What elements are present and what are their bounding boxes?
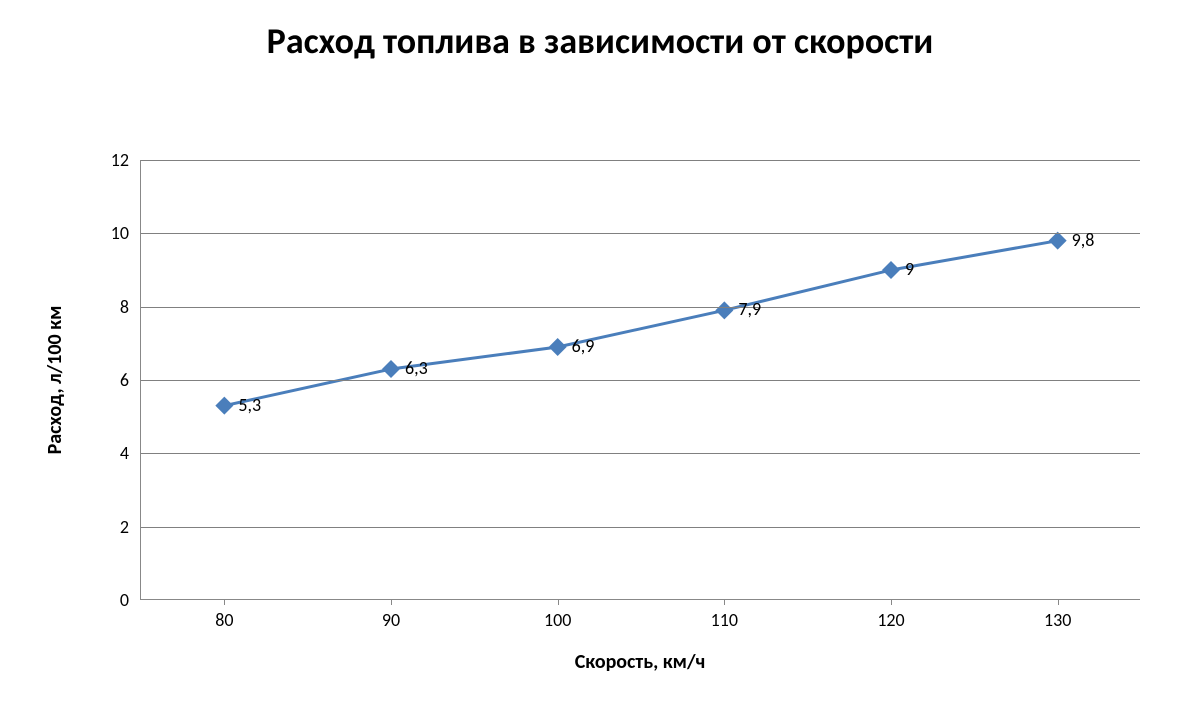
- data-label: 9: [905, 258, 914, 280]
- x-tick-label: 100: [544, 599, 571, 631]
- data-marker: [382, 360, 400, 378]
- data-marker: [1049, 232, 1067, 250]
- gridline: [141, 233, 1140, 234]
- data-label: 7,9: [738, 298, 761, 320]
- y-axis-title: Расход, л/100 км: [43, 306, 67, 455]
- data-marker: [549, 338, 567, 356]
- x-tick-label: 80: [215, 599, 233, 631]
- gridline: [141, 380, 1140, 381]
- gridline: [141, 307, 1140, 308]
- data-marker: [882, 261, 900, 279]
- data-marker: [715, 301, 733, 319]
- y-tick-label: 0: [120, 589, 141, 611]
- y-tick-label: 6: [120, 369, 141, 391]
- x-tick-label: 90: [382, 599, 400, 631]
- data-label: 5,3: [238, 394, 261, 416]
- gridline: [141, 160, 1140, 161]
- x-tick-label: 120: [877, 599, 904, 631]
- x-tick-label: 110: [711, 599, 738, 631]
- x-tick-label: 130: [1044, 599, 1071, 631]
- gridline: [141, 453, 1140, 454]
- x-axis-title: Скорость, км/ч: [575, 650, 706, 674]
- data-label: 6,9: [572, 335, 595, 357]
- data-marker: [215, 397, 233, 415]
- plot-area: 02468101280901001101201305,36,36,97,999,…: [140, 160, 1140, 600]
- data-label: 9,8: [1072, 229, 1095, 251]
- chart-title: Расход топлива в зависимости от скорости: [0, 0, 1200, 63]
- y-tick-label: 2: [120, 516, 141, 538]
- chart-container: Расход топлива в зависимости от скорости…: [0, 0, 1200, 725]
- gridline: [141, 527, 1140, 528]
- y-tick-label: 12: [111, 149, 141, 171]
- y-tick-label: 4: [120, 442, 141, 464]
- y-tick-label: 10: [111, 222, 141, 244]
- y-tick-label: 8: [120, 296, 141, 318]
- data-label: 6,3: [405, 357, 428, 379]
